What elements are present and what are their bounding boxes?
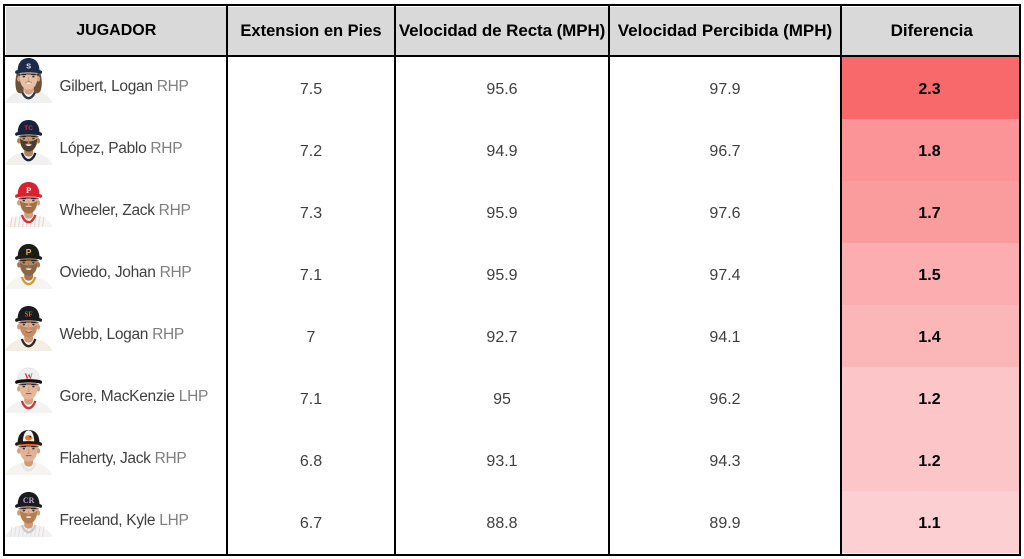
svg-text:S: S — [26, 62, 31, 71]
svg-text:SF: SF — [24, 311, 32, 318]
svg-text:P: P — [25, 185, 30, 195]
svg-text:CR: CR — [22, 496, 34, 505]
svg-text:P: P — [25, 247, 31, 257]
svg-text:TC: TC — [24, 125, 33, 132]
svg-text:W: W — [24, 371, 33, 381]
